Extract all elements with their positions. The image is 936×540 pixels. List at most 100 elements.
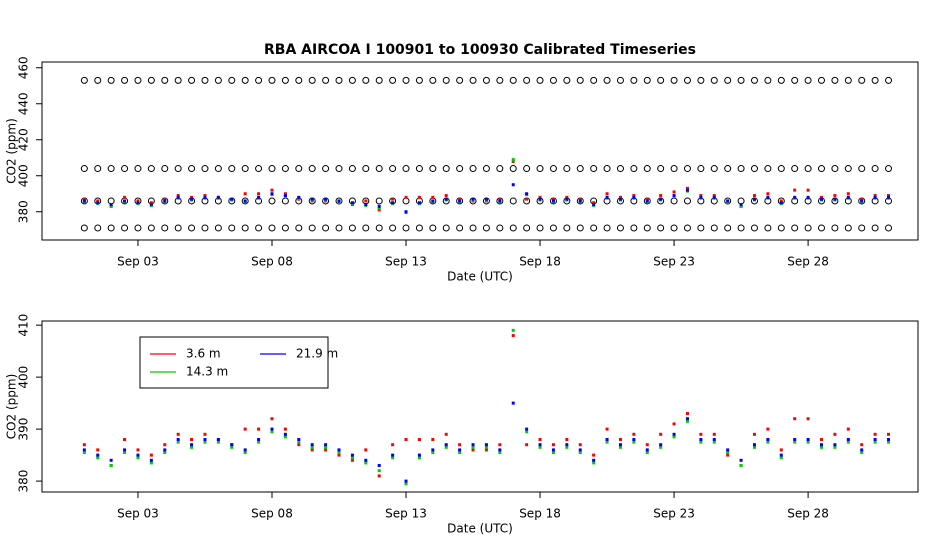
standard-point [281,76,289,84]
standard-point [255,165,263,173]
y-axis-label: CO2 (ppm) [5,118,19,184]
standard-point [174,76,182,84]
data-point [726,448,730,452]
data-point [578,197,582,201]
standard-point [576,224,584,232]
standard-point [804,224,812,232]
y-axis-label: CO2 (ppm) [5,374,19,440]
standard-point [871,165,879,173]
data-point [82,448,86,452]
standard-point [348,165,356,173]
data-point [659,197,663,201]
standard-point [94,165,102,173]
data-point [806,195,810,199]
standard-point [858,76,866,84]
data-point [270,417,274,421]
data-point [887,438,891,442]
data-point [283,427,287,431]
data-point [444,445,448,449]
standard-point [737,76,745,84]
data-point [565,438,569,442]
y-tick-label: 390 [17,418,31,441]
data-point [417,195,421,199]
data-point [324,445,328,449]
data-point [149,201,153,205]
standard-point [509,197,517,205]
standard-point [616,224,624,232]
legend-label: 3.6 m [186,347,221,361]
standard-point [268,224,276,232]
standard-point [442,224,450,232]
data-point [203,194,207,198]
data-point [136,456,140,460]
data-point [739,458,743,462]
standard-point [161,76,169,84]
standard-point [389,76,397,84]
data-point [551,450,555,454]
data-point [243,199,247,203]
standard-point [402,76,410,84]
data-point [699,195,703,199]
data-point [672,422,676,426]
data-point [444,432,448,436]
standard-point [456,76,464,84]
data-point [578,199,582,203]
data-point [806,188,810,192]
data-point [578,450,582,454]
standard-point [121,76,129,84]
standard-point [134,224,142,232]
data-point [860,448,864,452]
standard-point [415,76,423,84]
standard-point [670,165,678,173]
data-point [136,448,140,452]
data-point [417,201,421,205]
standard-point [335,165,343,173]
data-point [136,453,140,457]
standard-point [295,165,303,173]
standard-point [214,165,222,173]
standard-point [791,165,799,173]
standard-point [308,224,316,232]
data-point [417,456,421,460]
data-point [551,197,555,201]
data-point [685,412,689,416]
data-point [565,443,569,447]
standard-point [174,224,182,232]
standard-point [469,165,477,173]
standard-point [389,224,397,232]
x-tick-label: Sep 23 [653,507,695,521]
data-point [672,190,676,194]
data-point [659,194,663,198]
standard-point [415,224,423,232]
standard-point [188,165,196,173]
data-point [592,458,596,462]
standard-point [201,224,209,232]
data-point [163,450,167,454]
standard-point [710,165,718,173]
standard-point [121,224,129,232]
standard-point [442,76,450,84]
standard-point [375,76,383,84]
data-point [96,199,100,203]
standard-point [750,76,758,84]
standard-point [710,224,718,232]
data-point [726,450,730,454]
standard-point [643,165,651,173]
data-point [833,445,837,449]
data-point [766,195,770,199]
data-point [377,204,381,208]
data-point [203,195,207,199]
standard-point [402,224,410,232]
standard-point [80,224,88,232]
legend-box [139,336,329,389]
standard-point [831,165,839,173]
data-point [431,438,435,442]
data-point [471,448,475,452]
data-point [484,445,488,449]
standard-point [362,224,370,232]
standard-point [188,76,196,84]
standard-point [469,76,477,84]
chart-title: RBA AIRCOA I 100901 to 100930 Calibrated… [264,42,696,58]
standard-point [161,165,169,173]
